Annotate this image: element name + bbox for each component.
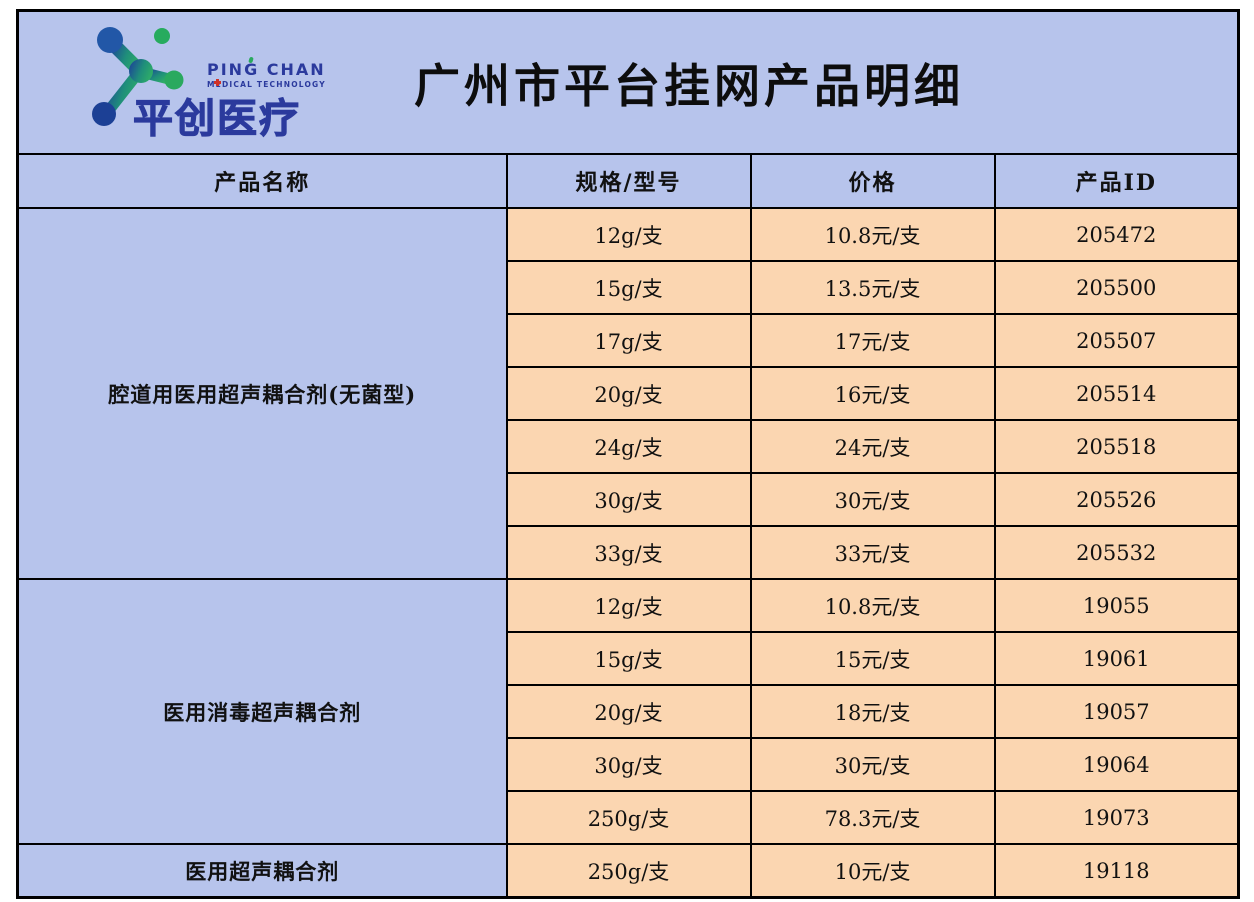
price-cell: 30元/支 [749,472,996,527]
price-cell: 10.8元/支 [749,578,996,633]
spec-cell: 30g/支 [505,737,752,792]
red-cross-icon [214,79,221,86]
table-row: 24g/支 24元/支 205518 [18,419,1240,474]
product-sheet: PING CHAN MEDICAL TECHNOLOGY 平创医疗 广州市平台挂… [16,9,1240,899]
table-row: 20g/支 18元/支 19057 [18,684,1240,739]
table-row: 30g/支 30元/支 205526 [18,472,1240,527]
product-id-cell: 205472 [993,207,1240,262]
product-id-cell: 205518 [993,419,1240,474]
price-cell: 10元/支 [749,843,996,899]
spec-cell: 250g/支 [505,790,752,845]
table-header-row: 产品名称 规格/型号 价格 产品ID [16,153,1240,209]
price-cell: 33元/支 [749,525,996,580]
spec-cell: 15g/支 [505,260,752,315]
price-cell: 78.3元/支 [749,790,996,845]
table-row: 医用消毒超声耦合剂 12g/支 10.8元/支 19055 [16,578,1240,845]
spec-cell: 30g/支 [505,472,752,527]
spec-cell: 24g/支 [505,419,752,474]
brand-english-block: PING CHAN MEDICAL TECHNOLOGY [207,56,326,89]
spec-cell: 15g/支 [505,631,752,686]
brand-tagline: MEDICAL TECHNOLOGY [207,79,326,89]
product-id-cell: 205507 [993,313,1240,368]
product-id-cell: 19118 [993,843,1240,899]
table-row: 15g/支 13.5元/支 205500 [18,260,1240,315]
table-row: 腔道用医用超声耦合剂(无菌型) 12g/支 10.8元/支 205472 [16,207,1240,580]
spec-cell: 33g/支 [505,525,752,580]
table-row: 30g/支 30元/支 19064 [18,737,1240,792]
price-cell: 13.5元/支 [749,260,996,315]
price-cell: 16元/支 [749,366,996,421]
header-cell-product-id: 产品ID [993,153,1240,209]
spec-cell: 12g/支 [505,578,752,633]
product-id-cell: 19057 [993,684,1240,739]
table-row: 33g/支 33元/支 205532 [18,525,1240,580]
product-id-cell: 19061 [993,631,1240,686]
spec-cell: 20g/支 [505,366,752,421]
brand-tagline-text: MEDICAL TECHNOLOGY [207,80,326,89]
banner-row: PING CHAN MEDICAL TECHNOLOGY 平创医疗 广州市平台挂… [16,9,1240,155]
product-id-cell: 19055 [993,578,1240,633]
product-cell: 医用消毒超声耦合剂 [16,578,508,845]
product-cell: 医用超声耦合剂 [16,843,508,899]
header-cell-product-name: 产品名称 [16,153,508,209]
price-cell: 15元/支 [749,631,996,686]
product-cell: 腔道用医用超声耦合剂(无菌型) [16,207,508,580]
product-id-cell: 205500 [993,260,1240,315]
logo-title-banner: PING CHAN MEDICAL TECHNOLOGY 平创医疗 广州市平台挂… [16,9,1240,155]
spec-cell: 20g/支 [505,684,752,739]
header-cell-spec: 规格/型号 [505,153,752,209]
header-cell-price: 价格 [749,153,996,209]
product-id-cell: 205514 [993,366,1240,421]
company-logo: PING CHAN MEDICAL TECHNOLOGY 平创医疗 [89,24,359,144]
price-cell: 24元/支 [749,419,996,474]
table-row: 20g/支 16元/支 205514 [18,366,1240,421]
molecule-logo-icon [92,27,184,126]
table-row: 15g/支 15元/支 19061 [18,631,1240,686]
product-id-cell: 19064 [993,737,1240,792]
table-row: 250g/支 78.3元/支 19073 [18,790,1240,845]
price-cell: 17元/支 [749,313,996,368]
product-id-cell: 205532 [993,525,1240,580]
spec-cell: 17g/支 [505,313,752,368]
product-id-cell: 19073 [993,790,1240,845]
price-cell: 18元/支 [749,684,996,739]
product-table: PING CHAN MEDICAL TECHNOLOGY 平创医疗 广州市平台挂… [16,9,1240,899]
table-row: 17g/支 17元/支 205507 [18,313,1240,368]
spec-cell: 250g/支 [505,843,752,899]
table-row: 医用超声耦合剂 250g/支 10元/支 19118 [16,843,1240,899]
page-title: 广州市平台挂网产品明细 [414,58,964,113]
spec-cell: 12g/支 [505,207,752,262]
price-cell: 10.8元/支 [749,207,996,262]
product-id-cell: 205526 [993,472,1240,527]
brand-name-en: PING CHAN [207,60,326,79]
price-cell: 30元/支 [749,737,996,792]
brand-name-cn: 平创医疗 [133,96,301,143]
